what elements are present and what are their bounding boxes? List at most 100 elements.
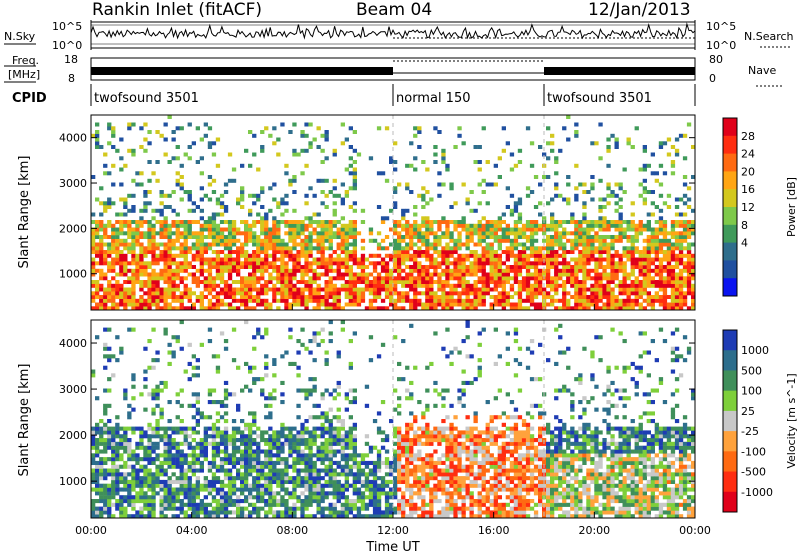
heatmap-cell: [425, 190, 430, 194]
heatmap-cell: [574, 287, 579, 292]
freq-block-2: [544, 67, 695, 75]
heatmap-cell: [513, 231, 519, 236]
heatmap-cell: [167, 115, 172, 119]
heatmap-cell: [582, 302, 587, 307]
heatmap-cell: [546, 280, 551, 284]
heatmap-cell: [413, 167, 418, 172]
heatmap-cell: [497, 216, 502, 221]
heatmap-cell: [252, 415, 257, 420]
heatmap-cell: [308, 283, 313, 288]
heatmap-cell: [529, 298, 535, 303]
heatmap-cell: [316, 487, 321, 492]
heatmap-cell: [469, 272, 474, 277]
heatmap-cell: [147, 479, 152, 484]
heatmap-cell: [139, 430, 144, 435]
heatmap-cell: [280, 430, 285, 435]
heatmap-cell: [606, 280, 611, 284]
heatmap-cell: [195, 238, 200, 243]
heatmap-cell: [666, 193, 672, 198]
heatmap-cell: [292, 495, 297, 500]
heatmap-cell: [264, 487, 269, 492]
heatmap-cell: [107, 242, 112, 247]
heatmap-cell: [195, 373, 200, 378]
heatmap-cell: [227, 231, 233, 236]
heatmap-cell: [409, 235, 414, 239]
heatmap-cell: [292, 208, 297, 213]
heatmap-cell: [393, 265, 398, 269]
heatmap-cell: [151, 272, 156, 277]
heatmap-cell: [99, 506, 104, 511]
heatmap-cell: [497, 175, 502, 179]
heatmap-cell: [171, 457, 176, 462]
heatmap-cell: [95, 499, 100, 504]
heatmap-cell: [352, 231, 357, 236]
heatmap-cell: [264, 235, 269, 239]
heatmap-cell: [183, 242, 188, 247]
heatmap-cell: [187, 502, 192, 507]
heatmap-cell: [151, 499, 156, 504]
heatmap-cell: [578, 268, 583, 273]
heatmap-cell: [389, 227, 394, 232]
heatmap-cell: [91, 250, 96, 254]
heatmap-cell: [437, 261, 442, 266]
heatmap-cell: [151, 426, 156, 431]
heatmap-cell: [175, 453, 180, 458]
heatmap-cell: [352, 400, 357, 405]
heatmap-cell: [99, 495, 104, 500]
heatmap-cell: [562, 265, 567, 269]
heatmap-cell: [562, 280, 567, 284]
heatmap-cell: [272, 220, 277, 224]
heatmap-cell: [179, 242, 184, 247]
heatmap-cell: [95, 302, 100, 307]
heatmap-cell: [219, 231, 225, 236]
heatmap-cell: [227, 276, 233, 281]
heatmap-cell: [525, 295, 531, 299]
heatmap-cell: [614, 295, 619, 299]
heatmap-cell: [300, 499, 305, 504]
heatmap-cell: [143, 235, 148, 239]
heatmap-cell: [163, 250, 168, 254]
heatmap-cell: [332, 298, 337, 303]
heatmap-cell: [288, 438, 293, 443]
heatmap-cell: [320, 449, 325, 454]
heatmap-cell: [300, 342, 305, 347]
heatmap-cell: [260, 227, 265, 232]
heatmap-cell: [131, 291, 136, 296]
heatmap-cell: [332, 193, 337, 198]
heatmap-cell: [171, 130, 176, 134]
heatmap-cell: [312, 335, 317, 340]
heatmap-cell: [199, 186, 204, 191]
heatmap-cell: [574, 220, 579, 224]
heatmap-cell: [135, 231, 140, 236]
heatmap-cell: [252, 283, 257, 288]
heatmap-cell: [429, 223, 434, 228]
heatmap-cell: [292, 276, 297, 281]
heatmap-cell: [240, 388, 245, 393]
heatmap-cell: [211, 438, 217, 443]
heatmap-cell: [231, 430, 237, 435]
heatmap-cell: [199, 216, 204, 221]
heatmap-cell: [199, 272, 204, 277]
heatmap-cell: [91, 373, 96, 378]
heatmap-cell: [634, 227, 639, 232]
heatmap-cell: [280, 449, 285, 454]
heatmap-cell: [429, 220, 434, 224]
heatmap-cell: [312, 453, 317, 458]
heatmap-cell: [123, 205, 128, 209]
heatmap-cell: [360, 287, 366, 292]
heatmap-cell: [453, 145, 458, 149]
heatmap-cell: [501, 291, 506, 296]
heatmap-cell: [598, 242, 603, 247]
heatmap-cell: [223, 182, 229, 187]
heatmap-cell: [191, 220, 196, 224]
heatmap-cell: [175, 276, 180, 281]
heatmap-cell: [678, 253, 684, 258]
heatmap-cell: [143, 253, 148, 258]
heatmap-cell: [368, 302, 374, 307]
heatmap-cell: [598, 298, 603, 303]
heatmap-cell: [203, 257, 208, 262]
heatmap-cell: [449, 306, 454, 311]
heatmap-cell: [272, 460, 277, 465]
heatmap-cell: [292, 476, 297, 481]
heatmap-cell: [227, 438, 233, 443]
